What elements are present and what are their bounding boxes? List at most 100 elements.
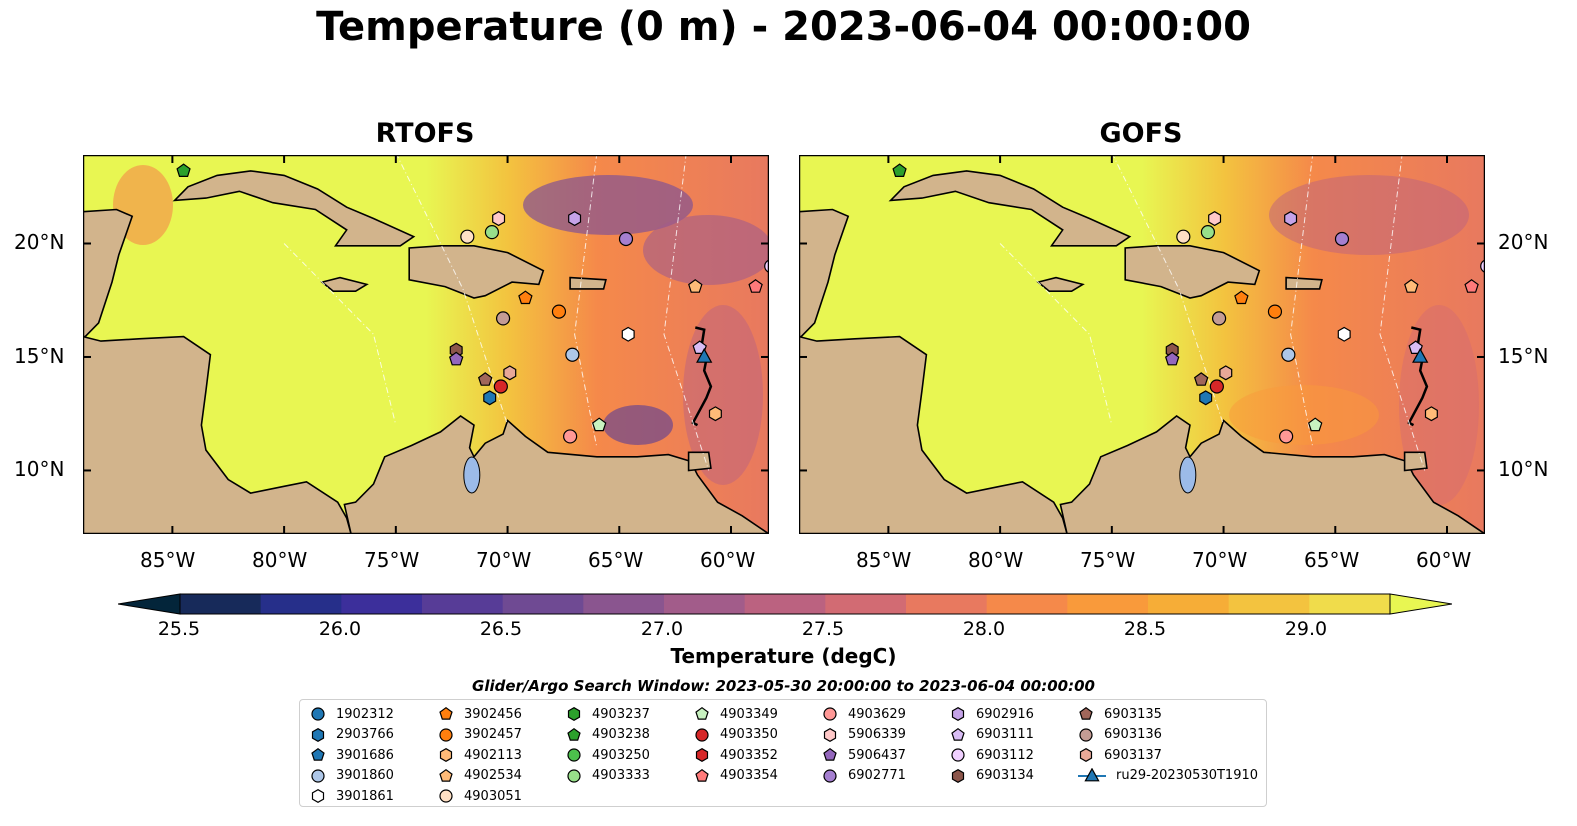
legend-item: 4902534 — [438, 766, 522, 786]
float-marker-4903333 — [484, 225, 500, 240]
rtofs-panel-title: RTOFS — [375, 118, 475, 149]
legend-marker-icon — [567, 707, 581, 721]
legend-label: 4903238 — [592, 727, 650, 742]
lon-label-gofs: 75°W — [1080, 548, 1136, 572]
search-window-text: Glider/Argo Search Window: 2023-05-30 20… — [472, 677, 1095, 695]
float-marker-5906339 — [1208, 211, 1222, 227]
lon-label-rtofs: 85°W — [140, 548, 196, 572]
float-marker-4903349 — [1307, 417, 1323, 432]
legend-label: 4903250 — [592, 747, 650, 763]
legend-marker-icon — [695, 727, 709, 742]
legend-marker-icon — [823, 747, 837, 761]
gofs-map — [799, 155, 1485, 534]
float-marker-6903136 — [495, 311, 511, 326]
lat-label-right: 20°N — [1498, 230, 1549, 254]
legend-marker-icon — [311, 789, 325, 803]
legend-item: ru29-20230530T1910 — [1078, 766, 1258, 786]
float-marker-ru29-20230530T1910 — [1412, 347, 1429, 363]
colorbar — [117, 590, 1453, 618]
legend-label: 3901861 — [336, 788, 394, 804]
legend-item: 3901860 — [310, 766, 394, 786]
legend-item: 1902312 — [310, 704, 394, 724]
colorbar-gradient — [117, 593, 1453, 615]
legend-item: 6902916 — [950, 704, 1034, 724]
legend-marker-icon — [439, 789, 453, 803]
legend-marker-icon — [695, 748, 709, 762]
legend-marker-icon — [951, 748, 965, 762]
colorbar-tick-label: 27.0 — [640, 618, 684, 640]
rtofs-map-canvas — [83, 155, 769, 534]
lat-label-left: 10°N — [14, 457, 65, 481]
colorbar-tick-label: 27.5 — [801, 618, 845, 640]
legend-label: 4903629 — [848, 706, 906, 722]
colorbar-tick-label: 28.0 — [962, 618, 1006, 640]
legend-label: 4902534 — [464, 768, 522, 783]
legend-label: 4903350 — [720, 727, 778, 742]
legend-label: 4903352 — [720, 747, 778, 763]
float-marker-2903766 — [483, 390, 497, 406]
legend-item: 6903137 — [1078, 745, 1162, 765]
float-marker-4903349 — [591, 417, 607, 432]
lon-label-gofs: 80°W — [968, 548, 1024, 572]
legend-label: 6902916 — [976, 706, 1034, 722]
legend-label: 3901686 — [336, 747, 394, 763]
float-marker-3901861 — [1337, 326, 1351, 342]
legend-item: 4902113 — [438, 745, 522, 765]
figure-title: Temperature (0 m) - 2023-06-04 00:00:00 — [316, 4, 1251, 50]
float-marker-3902456 — [1234, 290, 1249, 305]
legend-marker-icon — [439, 706, 453, 720]
float-marker-6903137 — [503, 365, 517, 381]
legend-marker-icon — [823, 727, 837, 742]
float-marker-4902534 — [1404, 279, 1419, 293]
legend-marker-icon — [567, 748, 581, 762]
legend-marker-icon — [439, 727, 453, 742]
legend-label: 4903349 — [720, 706, 778, 722]
float-marker-3902457 — [1267, 304, 1283, 319]
legend-marker-icon — [311, 747, 325, 761]
lon-label-rtofs: 65°W — [588, 548, 644, 572]
float-marker-4903238 — [176, 163, 191, 177]
colorbar-tick-label: 29.0 — [1284, 618, 1328, 640]
colorbar-tick-label: 26.5 — [479, 618, 523, 640]
lon-label-gofs: 70°W — [1192, 548, 1248, 572]
legend-item: 3901861 — [310, 786, 394, 806]
float-marker-4903629 — [563, 429, 578, 444]
float-marker-3901861 — [621, 326, 635, 342]
legend-marker-icon — [1079, 706, 1093, 720]
legend-label: 2903766 — [336, 727, 394, 742]
legend-item: 6903134 — [950, 766, 1034, 786]
legend-item: 6903135 — [1078, 704, 1162, 724]
lat-label-left: 15°N — [14, 344, 65, 368]
legend-marker-icon — [951, 707, 965, 721]
legend-item: 6902771 — [822, 766, 906, 786]
legend-item: 2903766 — [310, 725, 394, 745]
legend-label: 3902456 — [464, 706, 522, 722]
legend-label: 6902771 — [848, 768, 906, 783]
legend-label: 6903135 — [1104, 706, 1162, 722]
float-marker-6903136 — [1211, 311, 1227, 326]
legend-label: 5906339 — [848, 727, 906, 742]
legend-item: 3902456 — [438, 704, 522, 724]
float-marker-6902916 — [568, 211, 582, 227]
lat-label-right: 10°N — [1498, 457, 1549, 481]
legend-item: 4903629 — [822, 704, 906, 724]
colorbar-title: Temperature (degC) — [670, 644, 897, 668]
legend-label: 4903237 — [592, 706, 650, 722]
legend-marker-icon — [951, 768, 965, 783]
legend-item: 4903349 — [694, 704, 778, 724]
gofs-map-canvas — [799, 155, 1485, 534]
float-marker-6903137 — [1219, 365, 1233, 381]
legend-item: 4903051 — [438, 786, 522, 806]
rtofs-map — [83, 155, 769, 534]
colorbar-tick-label: 25.5 — [157, 618, 201, 640]
legend-marker-icon — [439, 768, 453, 782]
legend-marker-icon — [1078, 767, 1106, 781]
legend-item: 4903238 — [566, 725, 650, 745]
legend-item: 5906339 — [822, 725, 906, 745]
legend-item: 5906437 — [822, 745, 906, 765]
float-marker-5906437 — [448, 351, 464, 366]
float-marker-4903350 — [493, 379, 508, 394]
float-marker-4903354 — [1464, 279, 1479, 293]
legend-marker-icon — [1079, 727, 1093, 742]
legend-label: 6903136 — [1104, 727, 1162, 742]
